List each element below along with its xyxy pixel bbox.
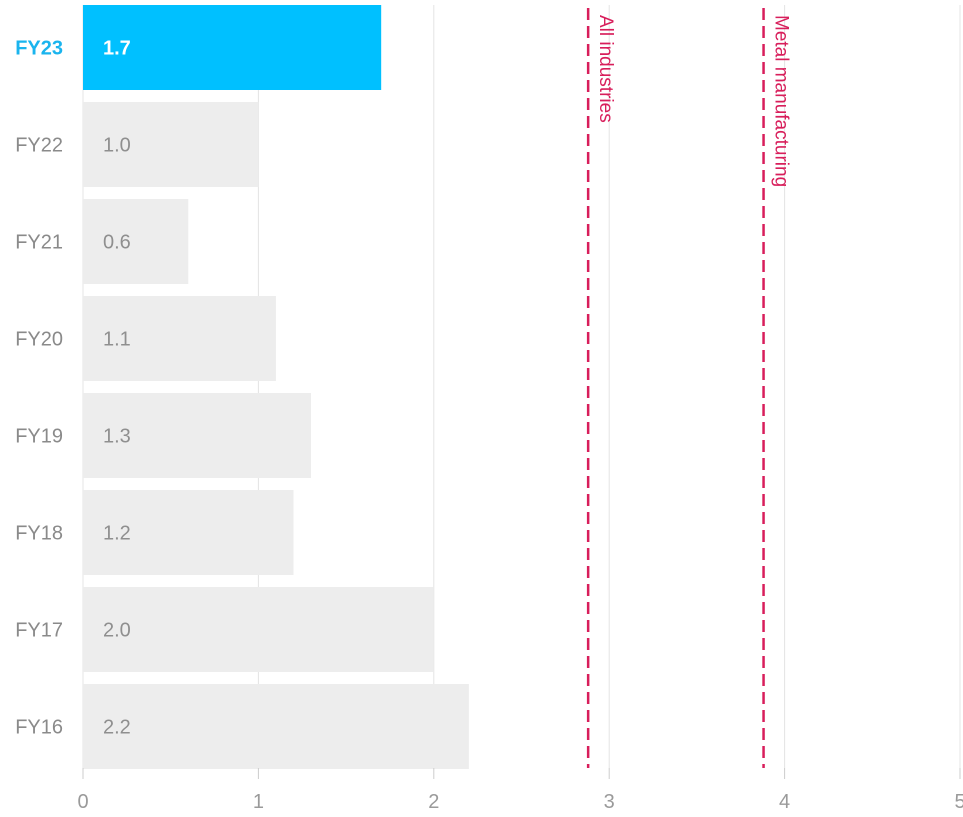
reference-line-label: All industries <box>595 15 616 123</box>
bar-fy22 <box>83 102 259 187</box>
x-tick-label: 3 <box>604 791 615 813</box>
category-label: FY20 <box>15 329 63 351</box>
bar-fy18 <box>83 490 294 575</box>
bar-value-label: 1.1 <box>103 329 131 351</box>
reference-line-label: Metal manufacturing <box>771 15 792 187</box>
bar-value-label: 2.2 <box>103 717 131 739</box>
x-tick-label: 2 <box>428 791 439 813</box>
bar-fy20 <box>83 296 276 381</box>
bars: 1.7 FY23 1.0 FY22 0.6 FY21 1.1 FY20 1.3 FY19 1.2 FY… <box>15 5 469 769</box>
bar-fy21 <box>83 199 189 284</box>
x-tick-label: 0 <box>77 791 88 813</box>
bar-fy23 <box>83 5 382 90</box>
category-label: FY17 <box>15 620 63 642</box>
bar-fy19 <box>83 393 312 478</box>
x-axis: 0 1 2 3 4 5 <box>77 768 963 813</box>
category-label: FY19 <box>15 426 63 448</box>
category-label: FY22 <box>15 135 63 157</box>
bar-fy17 <box>83 587 434 672</box>
bar-value-label: 2.0 <box>103 620 131 642</box>
bar-value-label: 1.7 <box>103 38 131 60</box>
category-label: FY21 <box>15 232 63 254</box>
x-tick-label: 1 <box>253 791 264 813</box>
x-tick-label: 4 <box>779 791 790 813</box>
bar-value-label: 1.2 <box>103 523 131 545</box>
bar-fy16 <box>83 684 469 769</box>
bar-value-label: 1.3 <box>103 426 131 448</box>
bar-value-label: 1.0 <box>103 135 131 157</box>
category-label: FY18 <box>15 523 63 545</box>
x-tick-label: 5 <box>954 791 963 813</box>
bar-value-label: 0.6 <box>103 232 131 254</box>
category-label: FY16 <box>15 717 63 739</box>
category-label: FY23 <box>15 38 63 60</box>
reference-lines: All industries Metal manufacturing <box>586 8 792 768</box>
